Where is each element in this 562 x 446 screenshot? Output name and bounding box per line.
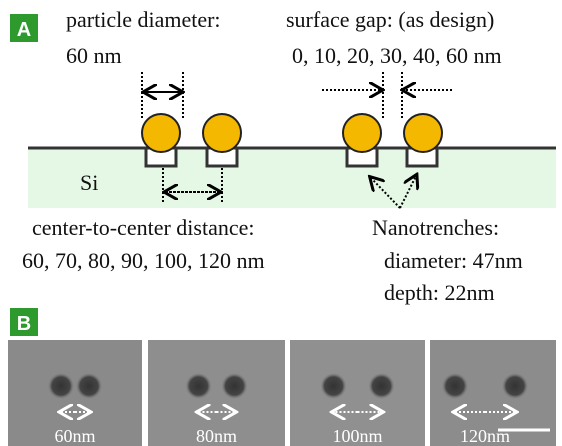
substrate: [28, 148, 556, 208]
particle-blob: [442, 373, 468, 399]
figure: A particle diameter: 60 nm surface gap: …: [0, 0, 562, 446]
text: center-to-center distance:: [32, 215, 254, 240]
scale-label: 80nm: [196, 426, 237, 446]
page: {"panel_a": {"label": "A", "particle_dia…: [0, 0, 562, 446]
text: surface gap: (as design): [286, 7, 494, 32]
text: 60, 70, 80, 90, 100, 120 nm: [22, 248, 265, 273]
text: Nanotrenches:: [372, 215, 499, 240]
scale-label: 60nm: [54, 426, 95, 446]
particle-blob: [76, 373, 102, 399]
particles: [142, 114, 442, 152]
panel-label: A: [17, 19, 31, 41]
text: depth: 22nm: [384, 280, 495, 305]
particle-blob: [369, 373, 395, 399]
text: 0, 10, 20, 30, 40, 60 nm: [292, 43, 502, 68]
particle-blob: [186, 373, 212, 399]
particle-blob: [48, 373, 74, 399]
particle-blob: [502, 373, 528, 399]
text: Si: [80, 170, 98, 195]
particle-blob: [222, 373, 248, 399]
text: particle diameter:: [66, 7, 221, 32]
scale-label: 100nm: [332, 426, 382, 446]
text: 60 nm: [66, 43, 122, 68]
text: diameter: 47nm: [384, 248, 523, 273]
particle-blob: [321, 373, 347, 399]
panel-label: B: [17, 313, 31, 335]
